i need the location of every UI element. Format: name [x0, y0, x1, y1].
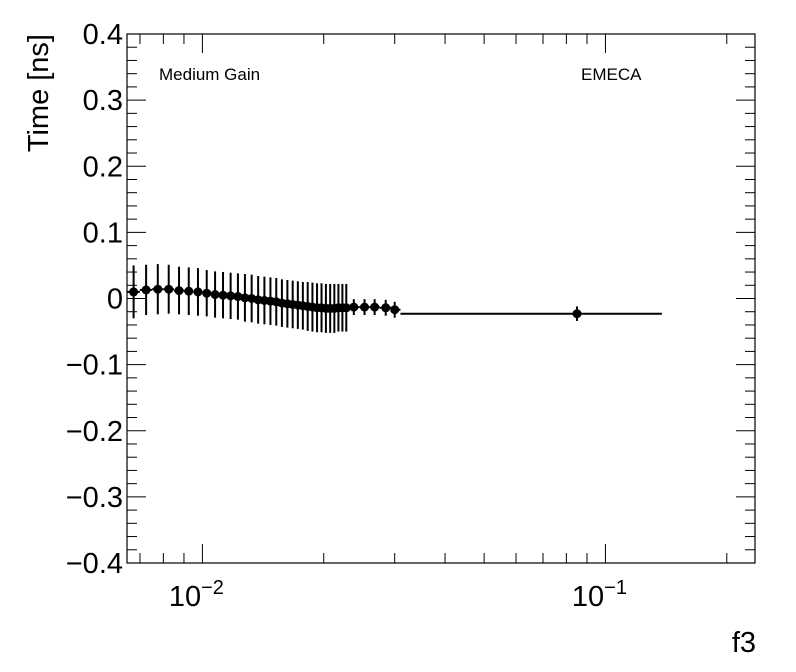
point-marker [174, 286, 184, 296]
y-tick-label: 0.1 [83, 217, 123, 249]
data-point [233, 273, 243, 320]
y-tick-label: 0 [107, 284, 123, 316]
y-tick-label: −0.2 [66, 416, 123, 448]
point-marker [381, 303, 391, 313]
point-marker [240, 293, 250, 303]
point-marker [210, 290, 220, 300]
point-marker [141, 285, 151, 295]
plot-frame [126, 33, 756, 564]
data-point [173, 266, 184, 315]
data-points [127, 264, 662, 333]
point-marker [390, 305, 400, 315]
point-marker [202, 288, 212, 298]
data-point [379, 299, 392, 316]
axis-ticks [127, 33, 755, 564]
data-point [163, 264, 174, 314]
annotation-detector: EMECA [581, 65, 642, 84]
y-tick-label: −0.4 [66, 548, 123, 580]
data-point [127, 265, 140, 319]
data-point [139, 264, 153, 316]
data-point [152, 264, 164, 315]
y-tick-label: 0.4 [83, 19, 123, 51]
data-point [202, 270, 212, 317]
data-point [218, 272, 228, 319]
point-marker [129, 287, 139, 297]
point-marker [370, 302, 380, 312]
data-point [253, 276, 263, 324]
data-point [193, 268, 203, 316]
point-marker [184, 286, 194, 296]
x-tick-label: 10−1 [572, 577, 627, 613]
y-tick-label: 0.3 [83, 85, 123, 117]
point-marker [218, 290, 228, 300]
point-marker [193, 287, 203, 297]
data-point [348, 299, 360, 316]
data-point [390, 301, 401, 318]
point-marker [226, 291, 236, 301]
point-marker [360, 302, 370, 312]
data-point [210, 271, 220, 318]
data-point [359, 299, 370, 316]
data-point [369, 299, 380, 316]
data-point [183, 267, 194, 316]
point-marker [341, 303, 351, 313]
x-tick-label: 10−2 [169, 577, 224, 613]
y-axis-label: Time [ns] [23, 34, 55, 152]
data-point [240, 274, 250, 322]
annotation-gain: Medium Gain [159, 65, 260, 84]
point-marker [153, 284, 163, 294]
point-marker [233, 292, 243, 302]
point-marker [572, 309, 582, 319]
data-point [400, 306, 662, 321]
data-point [226, 272, 236, 319]
point-marker [164, 284, 174, 294]
y-tick-label: 0.2 [83, 151, 123, 183]
y-tick-label: −0.3 [66, 482, 123, 514]
data-point [341, 283, 351, 332]
point-marker [349, 302, 359, 312]
axis-tick-labels: −0.4 −0.3 −0.2 −0.1 0 0.1 0.2 0.3 0.4 10−2 10−1 [66, 19, 627, 613]
x-axis-label: f3 [732, 627, 756, 659]
y-tick-label: −0.1 [66, 350, 123, 382]
